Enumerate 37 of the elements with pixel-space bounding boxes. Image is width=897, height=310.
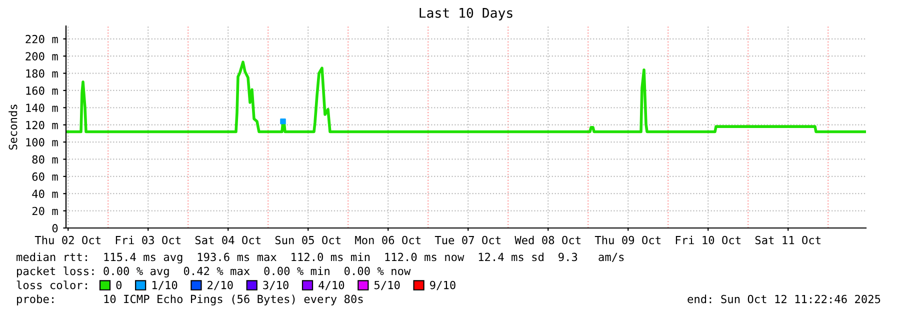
y-tick-label: 100 m — [26, 138, 58, 146]
text: probe: 10 ICMP Echo Pings (56 Bytes) every 80s — [17, 294, 363, 306]
x-tick-label: Sun 05 Oct — [275, 236, 340, 244]
y-tick-label: 200 m — [26, 52, 58, 60]
y-tick-label: 140 m — [26, 104, 58, 112]
x-tick-label: Thu 02 Oct — [34, 236, 100, 244]
text: median rtt: 115.4 ms avg 193.6 ms max 112.0 ms min 112.0 ms now 12.4 ms sd 9.3 am/s — [16, 252, 624, 264]
legend-label: 0 — [116, 280, 122, 290]
y-tick-label: 220 m — [26, 34, 58, 44]
line-series — [66, 60, 866, 134]
x-tick-label: Wed 08 Oct — [514, 236, 580, 244]
legend-label: 4/10 — [318, 280, 344, 290]
x-tick-label: Fri 03 Oct — [116, 236, 180, 244]
x-tick-label: Sat 11 Oct — [755, 236, 820, 244]
x-tick-label: Sat 04 Oct — [195, 236, 260, 244]
x-tick-label: Mon 06 Oct — [355, 236, 420, 244]
chart-title: Last 10 Days — [420, 8, 512, 20]
legend-label: 9/10 — [430, 280, 456, 290]
text: packet loss: 0.00 % avg 0.42 % max 0.00 % min 0.00 % now — [17, 266, 411, 278]
y-axis-title: Seconds — [8, 104, 18, 150]
y-tick-label: 60 m — [32, 172, 58, 181]
x-tick-label: Thu 09 Oct — [594, 236, 660, 244]
x-tick-label: Tue 07 Oct — [434, 236, 500, 244]
legend-label: 3/10 — [263, 280, 288, 290]
legend-label: 1/10 — [152, 280, 178, 290]
y-tick-label: 160 m — [26, 86, 58, 95]
y-tick-label: 0 — [52, 224, 58, 232]
y-tick-label: 80 m — [32, 155, 58, 164]
y-tick-label: 40 m — [32, 190, 58, 198]
y-tick-label: 180 m — [26, 69, 58, 78]
legend-title: loss color: — [16, 280, 87, 290]
legend-label: 2/10 — [208, 280, 233, 290]
y-tick-label: 120 m — [26, 120, 58, 130]
text: end: Sun Oct 12 11:22:46 2025 — [688, 294, 880, 304]
x-tick-label: Fri 10 Oct — [676, 236, 740, 244]
legend-label: 5/10 — [374, 280, 400, 290]
y-tick-label: 20 m — [32, 206, 58, 216]
